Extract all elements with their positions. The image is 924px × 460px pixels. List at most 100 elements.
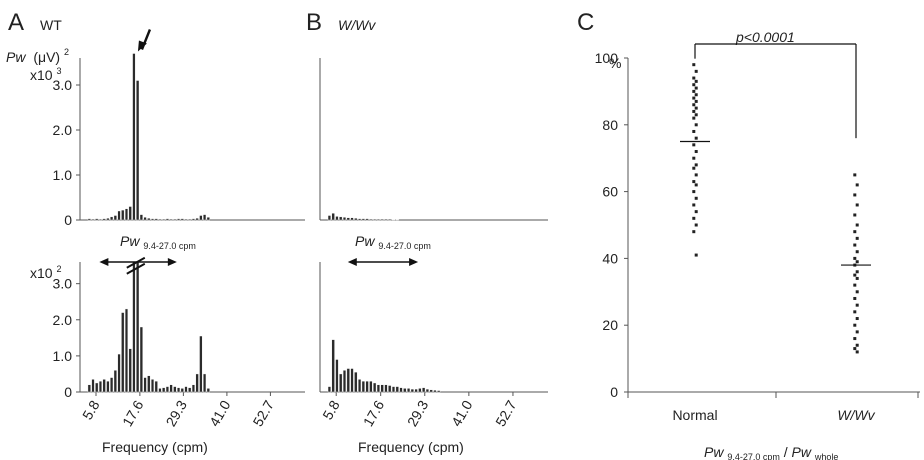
xlabel-b: Frequency (cpm) xyxy=(358,439,464,455)
a-bottom-bar xyxy=(184,386,188,393)
a-bottom-bar xyxy=(110,377,114,393)
a-top-bar xyxy=(206,217,210,221)
c-data-point xyxy=(853,283,857,287)
band-label-a: Pw 9.4-27.0 cpm xyxy=(120,233,196,251)
c-data-point xyxy=(855,223,859,227)
y-unit-main: Pw xyxy=(6,49,26,65)
c-data-point xyxy=(694,79,698,83)
a-top-bar xyxy=(162,218,166,221)
b-top-bar xyxy=(339,216,343,221)
a-bottom-bar xyxy=(191,384,195,393)
a-top-bar xyxy=(158,218,162,221)
a-bottom-bar xyxy=(95,382,99,393)
a-top-bar xyxy=(195,217,199,221)
a-bottom-bar xyxy=(102,379,106,393)
b-bottom-bar xyxy=(418,388,422,393)
a-top-bar xyxy=(143,217,147,221)
b-bottom-bar xyxy=(327,386,332,393)
c-data-point xyxy=(694,183,698,187)
a-top-bar xyxy=(102,218,106,221)
a-bottom-bar xyxy=(199,335,203,393)
a-top-bar xyxy=(176,218,181,221)
c-data-point xyxy=(692,89,696,93)
a-bottom-bar xyxy=(132,261,136,393)
c-data-point xyxy=(853,337,857,341)
b-bottom-bar xyxy=(361,380,365,393)
c-data-point xyxy=(853,213,857,217)
b-bottom-bar xyxy=(373,382,377,393)
y-unit-sup: 2 xyxy=(64,47,69,57)
a-bottom-bar xyxy=(169,384,173,393)
c-data-point xyxy=(855,260,859,264)
a-top-ytick-label: 1.0 xyxy=(53,167,73,183)
b-bottom-xtick-label: 5.8 xyxy=(319,397,343,422)
c-data-point xyxy=(853,243,857,247)
a-bottom-bar xyxy=(106,380,110,393)
b-top-bar xyxy=(384,218,388,221)
a-top-bar xyxy=(169,218,173,221)
c-xlabel-main: Pw xyxy=(704,444,724,460)
xlabel-a: Frequency (cpm) xyxy=(102,439,208,455)
c-data-point xyxy=(694,223,698,227)
c-data-point xyxy=(853,296,857,300)
mult-top-label: x10 3 xyxy=(30,66,61,83)
b-top-bar xyxy=(327,215,332,221)
c-data-point xyxy=(694,163,698,167)
a-bottom-bar xyxy=(121,312,125,393)
c-data-point xyxy=(692,230,696,234)
c-data-point xyxy=(855,350,859,354)
c-data-point xyxy=(692,203,696,207)
a-bottom-bar xyxy=(206,388,210,393)
a-bottom-bar xyxy=(87,384,91,393)
b-bottom-bar xyxy=(331,339,335,393)
b-bottom-bar xyxy=(342,370,347,393)
b-top-bar xyxy=(346,217,350,221)
c-data-point xyxy=(855,203,859,207)
p-value-label: p<0.0001 xyxy=(735,29,795,45)
c-ytick-label: 20 xyxy=(602,317,618,333)
c-data-point xyxy=(692,156,696,160)
c-data-point xyxy=(855,343,859,347)
c-data-point xyxy=(855,183,859,187)
b-top-bar xyxy=(373,218,377,221)
a-bottom-band-arrow-left xyxy=(99,258,109,266)
b-top-bar xyxy=(369,218,373,221)
b-top-bar xyxy=(361,218,365,221)
b-bottom-bar xyxy=(346,368,350,393)
a-bottom-bar xyxy=(136,261,140,393)
c-data-point xyxy=(853,347,857,351)
c-category-label: W/Wv xyxy=(837,407,875,423)
c-data-point xyxy=(694,86,698,90)
c-data-point xyxy=(855,290,859,294)
a-bottom-band-arrow-right xyxy=(167,258,177,266)
a-bottom-xtick-label: 52.7 xyxy=(250,397,278,429)
c-data-point xyxy=(853,173,857,177)
a-top-bar xyxy=(91,218,95,221)
c-ytick-label: 40 xyxy=(602,250,618,266)
b-bottom-bar xyxy=(414,388,418,393)
b-bottom-bar xyxy=(335,359,339,393)
band-label-b: Pw 9.4-27.0 cpm xyxy=(355,233,431,251)
a-top-bar xyxy=(98,218,103,221)
c-ytick-label: 0 xyxy=(610,384,618,400)
band-label-b-main: Pw xyxy=(355,233,375,249)
b-bottom-bar xyxy=(406,388,411,393)
c-data-point xyxy=(855,250,859,254)
c-unit-label: % xyxy=(609,55,621,71)
panel-a-letter: A xyxy=(8,9,24,36)
c-data-point xyxy=(853,273,857,277)
b-bottom-bar xyxy=(369,380,373,393)
a-top-bar xyxy=(95,218,99,221)
axis-break-mark xyxy=(126,262,146,275)
c-ytick-label: 60 xyxy=(602,184,618,200)
c-data-point xyxy=(853,193,857,197)
panel-a-genotype: WT xyxy=(40,17,62,33)
a-bottom-bar xyxy=(150,379,155,393)
mult-top-base: x10 xyxy=(30,67,53,83)
a-top-bar xyxy=(180,218,184,221)
c-xlabel-sub1: 9.4-27.0 cpm xyxy=(727,452,780,460)
a-bottom-bar xyxy=(91,379,95,393)
a-bottom-xtick-label: 17.6 xyxy=(119,397,147,429)
a-bottom-xtick-label: 29.3 xyxy=(163,397,191,429)
